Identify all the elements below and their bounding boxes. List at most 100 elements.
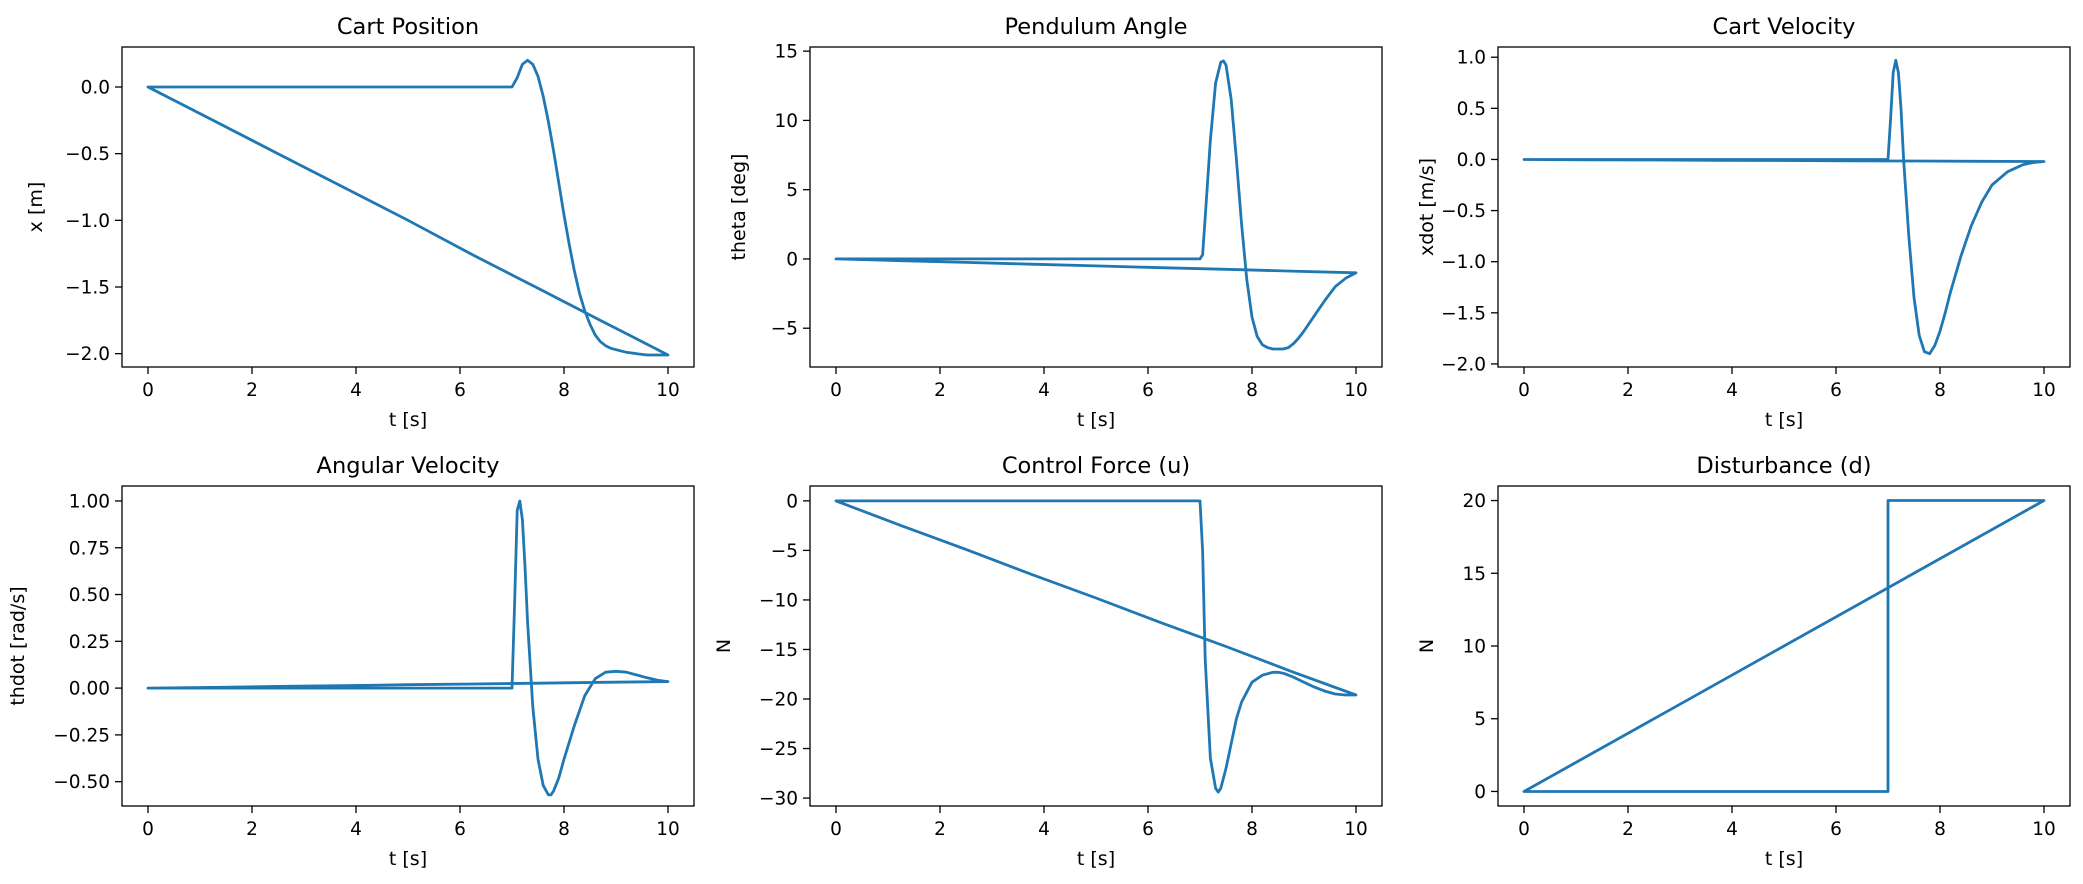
x-tick-label: 4 — [1038, 380, 1050, 401]
x-axis-label: t [s] — [1077, 848, 1115, 870]
x-tick-label: 0 — [1518, 819, 1530, 840]
y-tick-label: −0.50 — [53, 772, 110, 793]
x-tick-label: 8 — [1934, 819, 1946, 840]
chart-panel-pendulum-angle: 0 2 4 6 8 10 15 10 5 0 −5 Pendulum Angle t [s] theta … — [728, 14, 1383, 431]
y-tick-label: 0.5 — [1457, 99, 1486, 120]
series-line-1 — [834, 499, 1358, 794]
y-tick-label: 1.00 — [69, 491, 110, 512]
y-tick-label: 5 — [1474, 709, 1486, 730]
x-tick-label: 0 — [142, 380, 154, 401]
y-tick-label: −10 — [759, 590, 798, 611]
x-tick-label: 10 — [656, 380, 680, 401]
plot-area-frame — [121, 46, 695, 368]
x-tick-label: 6 — [1830, 819, 1842, 840]
series-line-1 — [146, 58, 670, 357]
y-tick-label: 0.0 — [1457, 150, 1486, 171]
y-tick-label: 0.00 — [69, 679, 110, 700]
x-tick-label: 6 — [454, 380, 466, 401]
y-tick-label: −1.5 — [65, 278, 110, 299]
x-tick-label: 8 — [1246, 380, 1258, 401]
y-tick-label: 0.50 — [69, 585, 110, 606]
x-axis-label: t [s] — [1765, 409, 1803, 431]
y-tick-label: 0 — [786, 249, 798, 270]
y-axis-label: theta [deg] — [728, 154, 750, 261]
x-tick-label: 4 — [1726, 819, 1738, 840]
y-tick-label: 0.0 — [81, 78, 110, 99]
x-tick-label: 10 — [1344, 380, 1368, 401]
x-axis-label: t [s] — [389, 848, 427, 870]
x-tick-label: 6 — [454, 819, 466, 840]
x-tick-label: 4 — [1726, 380, 1738, 401]
y-tick-label: 20 — [1462, 491, 1486, 512]
y-axis-label: xdot [m/s] — [1416, 158, 1438, 256]
x-tick-label: 2 — [934, 819, 946, 840]
y-tick-label: 10 — [1462, 637, 1486, 658]
plot-area-frame — [121, 485, 695, 807]
y-axis-label: x [m] — [25, 182, 47, 233]
y-tick-label: −15 — [759, 640, 798, 661]
chart-title: Pendulum Angle — [1004, 14, 1187, 40]
x-axis-label: t [s] — [1077, 409, 1115, 431]
y-axis-label: N — [1416, 639, 1438, 653]
plot-area-frame — [809, 485, 1383, 807]
y-tick-label: −2.0 — [65, 344, 110, 365]
y-tick-label: −1.0 — [1441, 252, 1486, 273]
x-tick-label: 2 — [246, 380, 258, 401]
plot-area-frame — [1497, 46, 2071, 368]
chart-title: Cart Velocity — [1713, 14, 1856, 40]
chart-title: Disturbance (d) — [1696, 453, 1871, 479]
series-line-1 — [146, 499, 670, 797]
y-tick-label: 0 — [786, 491, 798, 512]
y-tick-label: −5 — [771, 319, 798, 340]
y-tick-label: −2.0 — [1441, 354, 1486, 375]
x-tick-label: 0 — [830, 380, 842, 401]
y-tick-label: 1.0 — [1457, 48, 1486, 69]
y-tick-label: 5 — [786, 180, 798, 201]
series-line-1 — [834, 59, 1358, 351]
chart-title: Control Force (u) — [1002, 453, 1190, 479]
x-tick-label: 4 — [1038, 819, 1050, 840]
x-tick-label: 6 — [1142, 819, 1154, 840]
y-tick-label: −0.5 — [65, 144, 110, 165]
x-tick-label: 2 — [246, 819, 258, 840]
y-tick-label: −5 — [771, 541, 798, 562]
x-tick-label: 8 — [558, 380, 570, 401]
chart-panel-cart-position: 0 2 4 6 8 10 0.0 −0.5 −1.0 −1.5 −2.0 Cart Position t… — [25, 14, 695, 431]
y-tick-label: 0.75 — [69, 538, 110, 559]
y-tick-label: −30 — [759, 789, 798, 810]
x-tick-label: 0 — [142, 819, 154, 840]
chart-title: Angular Velocity — [317, 453, 500, 479]
x-tick-label: 10 — [2032, 380, 2056, 401]
x-tick-label: 10 — [2032, 819, 2056, 840]
x-tick-label: 8 — [558, 819, 570, 840]
x-tick-label: 4 — [350, 380, 362, 401]
x-tick-label: 2 — [1622, 819, 1634, 840]
x-tick-label: 2 — [1622, 380, 1634, 401]
chart-panel-angular-velocity: 0 2 4 6 8 10 1.00 0.75 0.50 0.25 0.00 −0.25 −0.50 Ang… — [7, 453, 695, 870]
y-tick-label: −20 — [759, 690, 798, 711]
y-tick-label: −0.5 — [1441, 201, 1486, 222]
y-tick-label: 10 — [774, 111, 798, 132]
series-line-1 — [1522, 499, 2046, 793]
x-tick-label: 0 — [1518, 380, 1530, 401]
x-tick-label: 2 — [934, 380, 946, 401]
x-tick-label: 6 — [1142, 380, 1154, 401]
y-tick-label: −25 — [759, 739, 798, 760]
y-tick-label: 0.25 — [69, 632, 110, 653]
chart-title: Cart Position — [337, 14, 479, 40]
x-tick-label: 8 — [1934, 380, 1946, 401]
y-axis-label: thdot [rad/s] — [7, 586, 29, 705]
x-tick-label: 8 — [1246, 819, 1258, 840]
y-tick-label: −1.0 — [65, 211, 110, 232]
y-axis-label: N — [713, 639, 735, 653]
x-tick-label: 0 — [830, 819, 842, 840]
x-axis-label: t [s] — [1765, 848, 1803, 870]
x-tick-label: 4 — [350, 819, 362, 840]
y-tick-label: −1.5 — [1441, 303, 1486, 324]
series-line-1 — [1522, 58, 2046, 356]
y-tick-label: 15 — [774, 42, 798, 63]
y-tick-label: −0.25 — [53, 725, 110, 746]
y-tick-label: 0 — [1474, 782, 1486, 803]
x-tick-label: 10 — [656, 819, 680, 840]
